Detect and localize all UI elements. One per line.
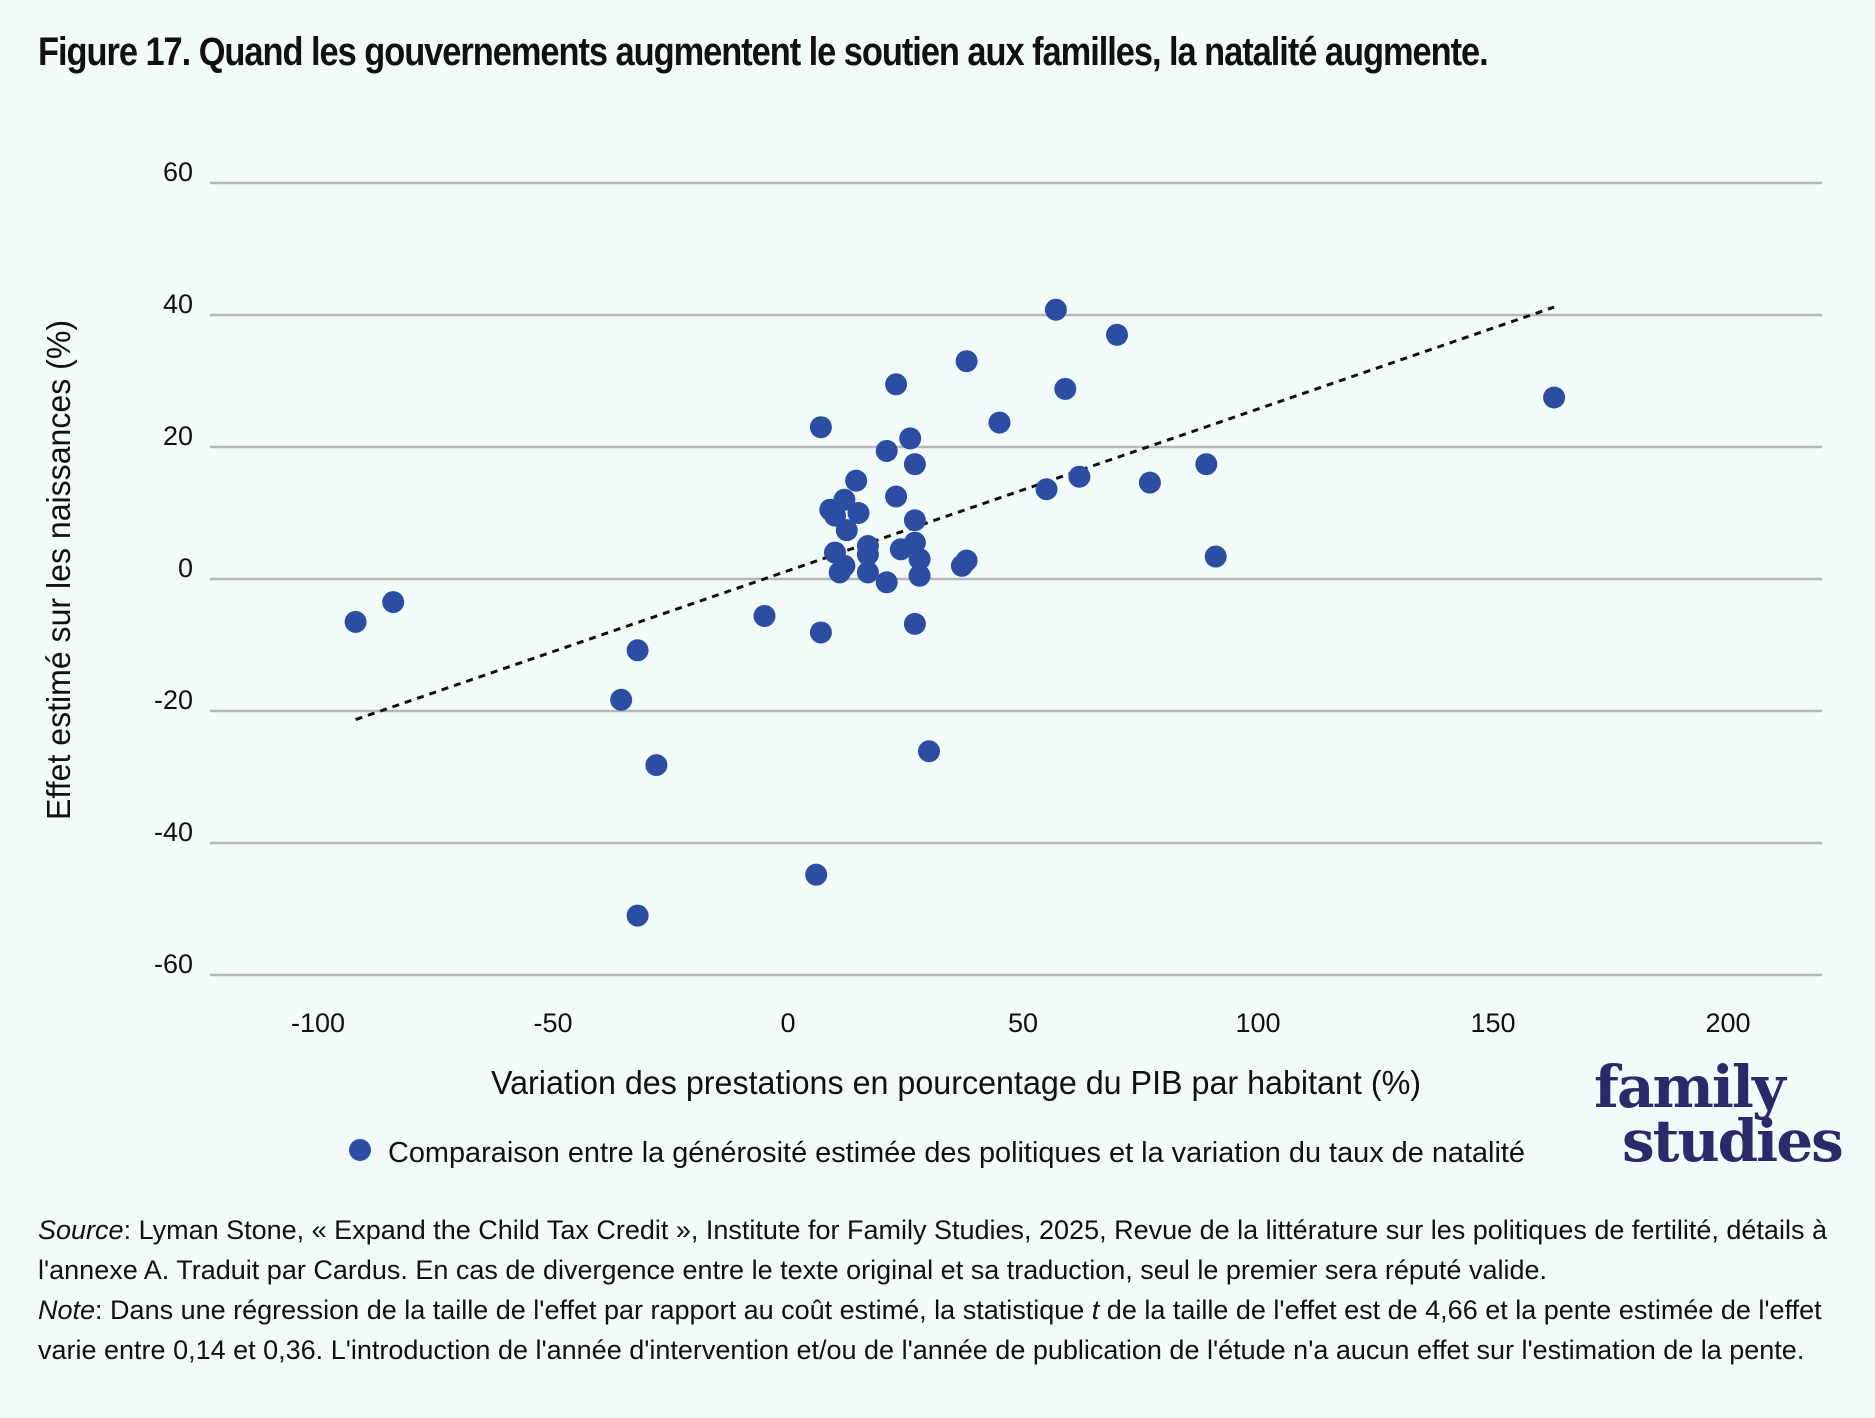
logo-line-2: studies xyxy=(1622,1107,1844,1175)
y-tick-label: -20 xyxy=(154,685,193,715)
x-tick-label: 100 xyxy=(1235,1008,1280,1038)
data-point xyxy=(1195,453,1218,476)
data-point xyxy=(908,564,931,587)
data-point xyxy=(875,439,898,462)
y-tick-label: -40 xyxy=(154,817,193,847)
data-point xyxy=(1035,478,1058,501)
y-tick-label: -60 xyxy=(154,949,193,979)
data-point xyxy=(809,621,832,644)
data-point xyxy=(645,754,668,777)
data-point xyxy=(903,509,926,532)
x-tick-label: -50 xyxy=(533,1008,572,1038)
x-tick-label: 50 xyxy=(1008,1008,1038,1038)
source-text: : Lyman Stone, « Expand the Child Tax Cr… xyxy=(38,1215,1827,1285)
data-point xyxy=(903,612,926,635)
note-t-symbol: t xyxy=(1091,1295,1100,1325)
footer-notes: Source: Lyman Stone, « Expand the Child … xyxy=(38,1210,1848,1370)
data-point xyxy=(908,548,931,571)
data-point xyxy=(1054,377,1077,400)
data-point xyxy=(885,485,908,508)
x-tick-label: -100 xyxy=(291,1008,345,1038)
data-points xyxy=(344,298,1566,927)
y-tick-label: 40 xyxy=(163,289,193,319)
data-point xyxy=(1138,471,1161,494)
logo-line-1: family xyxy=(1594,1053,1786,1121)
data-point xyxy=(626,639,649,662)
trendline-group xyxy=(355,305,1555,721)
data-point xyxy=(918,740,940,763)
legend-marker xyxy=(349,1139,371,1161)
data-point xyxy=(899,427,922,450)
legend: Comparaison entre la générosité estimée … xyxy=(349,1137,1525,1169)
y-tick-label: 60 xyxy=(163,157,193,187)
data-point xyxy=(1044,298,1067,321)
data-point xyxy=(856,561,879,584)
data-point xyxy=(988,411,1011,434)
note-text-1: : Dans une régression de la taille de l'… xyxy=(95,1295,1092,1325)
data-point xyxy=(382,591,405,614)
data-point xyxy=(344,610,367,633)
data-point xyxy=(1204,545,1227,568)
y-tick-label: 20 xyxy=(163,421,193,451)
x-tick-label: 150 xyxy=(1470,1008,1515,1038)
data-point xyxy=(955,350,978,373)
data-point xyxy=(753,604,776,627)
data-point xyxy=(626,904,649,927)
y-tick-label: 0 xyxy=(178,553,193,583)
data-point xyxy=(903,453,926,476)
data-point xyxy=(1068,465,1091,488)
data-point xyxy=(903,531,926,554)
x-axis-label: Variation des prestations en pourcentage… xyxy=(491,1064,1421,1101)
data-point xyxy=(610,688,633,711)
data-point xyxy=(833,488,856,511)
trendline xyxy=(355,305,1555,721)
data-point xyxy=(1543,386,1566,409)
data-point xyxy=(833,554,856,577)
note-text-2: de la taille de l'effet est de 4,66 et l… xyxy=(38,1295,1822,1365)
note-label: Note xyxy=(38,1295,96,1325)
data-point xyxy=(847,502,870,524)
data-point xyxy=(955,549,978,572)
data-point xyxy=(809,416,832,439)
x-tick-label: 0 xyxy=(780,1008,795,1038)
family-studies-logo: family studies xyxy=(1590,1053,1844,1175)
y-axis-label: Effet estimé sur les naissances (%) xyxy=(40,320,77,820)
source-label: Source xyxy=(38,1215,124,1245)
data-point xyxy=(885,373,908,396)
x-tick-labels: -100 -50 0 50 100 150 200 xyxy=(291,1008,1751,1038)
legend-label: Comparaison entre la générosité estimée … xyxy=(388,1137,1525,1169)
source-note: Source: Lyman Stone, « Expand the Child … xyxy=(38,1210,1848,1290)
y-tick-labels: 60 40 20 0 -20 -40 -60 xyxy=(154,157,193,979)
grid-lines xyxy=(210,181,1822,977)
x-tick-label: 200 xyxy=(1705,1008,1750,1038)
data-point xyxy=(845,469,868,492)
data-point xyxy=(875,571,898,594)
chart-title: Figure 17. Quand les gouvernements augme… xyxy=(38,30,1489,74)
data-point xyxy=(805,863,828,886)
method-note: Note: Dans une régression de la taille d… xyxy=(38,1290,1848,1370)
data-point xyxy=(835,519,858,542)
data-point xyxy=(1106,323,1128,346)
data-point xyxy=(856,543,879,566)
